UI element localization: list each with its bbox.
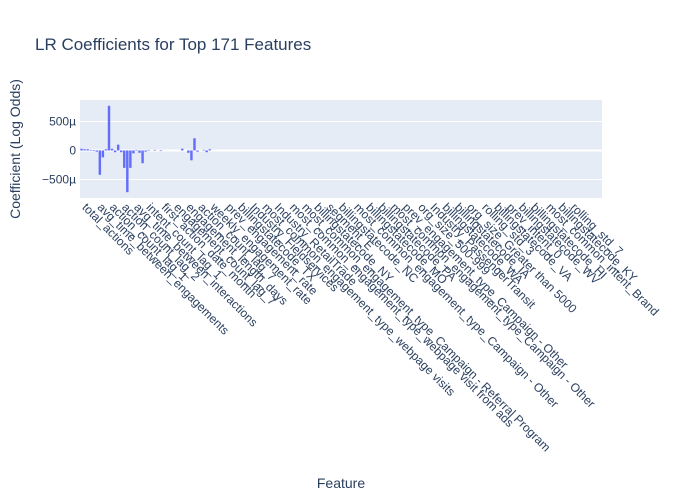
bar bbox=[107, 105, 111, 151]
bar bbox=[89, 149, 92, 151]
plot-area bbox=[80, 100, 602, 198]
y-tick-label: −500µ bbox=[42, 172, 76, 186]
bar bbox=[181, 148, 184, 151]
bar bbox=[110, 148, 114, 151]
bars bbox=[80, 105, 211, 193]
bar bbox=[123, 150, 126, 168]
bar bbox=[116, 144, 120, 151]
bar bbox=[126, 150, 129, 193]
bar bbox=[159, 150, 163, 152]
y-axis-title: Coefficient (Log Odds) bbox=[7, 79, 23, 219]
bar bbox=[135, 149, 138, 151]
bar bbox=[80, 148, 83, 151]
bar bbox=[208, 149, 211, 151]
y-tick-label: 500µ bbox=[49, 114, 76, 128]
x-tick-labels: total_actionsavg_time_between_engagement… bbox=[79, 200, 661, 455]
bar bbox=[187, 150, 190, 153]
bar bbox=[119, 150, 123, 153]
bar bbox=[83, 149, 86, 151]
bar bbox=[113, 150, 117, 153]
bar bbox=[138, 150, 141, 153]
bar bbox=[144, 150, 147, 152]
bar bbox=[92, 150, 95, 152]
bar bbox=[141, 150, 144, 164]
chart-title: LR Coefficients for Top 171 Features bbox=[35, 35, 311, 54]
y-tick-label: 0 bbox=[69, 143, 76, 157]
bar bbox=[104, 149, 108, 151]
bar bbox=[196, 150, 199, 152]
x-axis-title: Feature bbox=[317, 475, 365, 491]
bar bbox=[95, 150, 99, 152]
bar bbox=[202, 149, 205, 151]
bar bbox=[205, 150, 208, 153]
bar bbox=[101, 150, 105, 158]
bar bbox=[129, 150, 132, 168]
bar bbox=[98, 150, 102, 175]
bar bbox=[132, 150, 135, 154]
bar bbox=[147, 149, 150, 151]
bar bbox=[190, 150, 193, 161]
bar bbox=[86, 149, 89, 151]
y-tick-labels: 500µ 0 −500µ bbox=[42, 114, 76, 186]
bar bbox=[153, 149, 157, 151]
grid-lines bbox=[80, 120, 602, 180]
bar bbox=[193, 138, 196, 151]
